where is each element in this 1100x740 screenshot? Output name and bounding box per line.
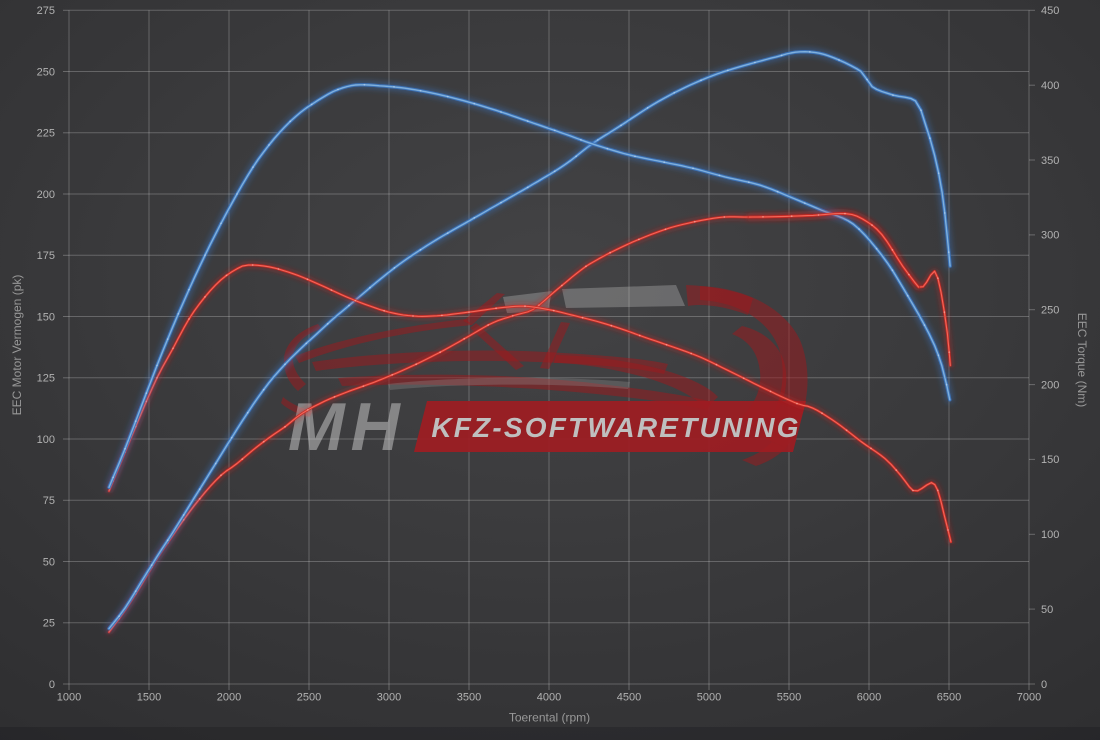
svg-text:1000: 1000	[57, 692, 81, 704]
svg-text:400: 400	[1041, 80, 1059, 92]
svg-text:MH: MH	[288, 389, 406, 465]
svg-text:3000: 3000	[377, 692, 401, 704]
svg-text:100: 100	[37, 434, 55, 446]
svg-text:200: 200	[37, 189, 55, 201]
svg-text:KFZ-SOFTWARETUNING: KFZ-SOFTWARETUNING	[431, 412, 800, 443]
svg-text:2500: 2500	[297, 692, 321, 704]
svg-text:4000: 4000	[537, 692, 561, 704]
svg-text:100: 100	[1041, 529, 1059, 541]
svg-text:5000: 5000	[697, 692, 721, 704]
svg-text:350: 350	[1041, 155, 1059, 167]
svg-text:275: 275	[37, 5, 55, 17]
svg-text:5500: 5500	[777, 692, 801, 704]
svg-text:450: 450	[1041, 5, 1059, 17]
svg-text:300: 300	[1041, 230, 1059, 242]
svg-text:150: 150	[37, 311, 55, 323]
svg-text:3500: 3500	[457, 692, 481, 704]
svg-text:125: 125	[37, 373, 55, 385]
svg-text:50: 50	[1041, 604, 1053, 616]
svg-text:6500: 6500	[937, 692, 961, 704]
svg-text:EEC Torque (Nm): EEC Torque (Nm)	[1075, 313, 1089, 407]
svg-text:75: 75	[43, 495, 55, 507]
svg-text:175: 175	[37, 250, 55, 262]
svg-text:150: 150	[1041, 454, 1059, 466]
svg-text:6000: 6000	[857, 692, 881, 704]
svg-text:0: 0	[49, 679, 55, 691]
svg-text:1500: 1500	[137, 692, 161, 704]
svg-text:7000: 7000	[1017, 692, 1041, 704]
svg-text:EEC Motor Vermogen (pk): EEC Motor Vermogen (pk)	[10, 275, 24, 416]
svg-text:50: 50	[43, 556, 55, 568]
svg-text:250: 250	[1041, 305, 1059, 317]
svg-text:200: 200	[1041, 379, 1059, 391]
svg-text:4500: 4500	[617, 692, 641, 704]
svg-text:25: 25	[43, 618, 55, 630]
svg-text:0: 0	[1041, 679, 1047, 691]
svg-text:2000: 2000	[217, 692, 241, 704]
svg-text:250: 250	[37, 66, 55, 78]
svg-text:Toerental (rpm): Toerental (rpm)	[509, 711, 590, 725]
svg-text:225: 225	[37, 128, 55, 140]
